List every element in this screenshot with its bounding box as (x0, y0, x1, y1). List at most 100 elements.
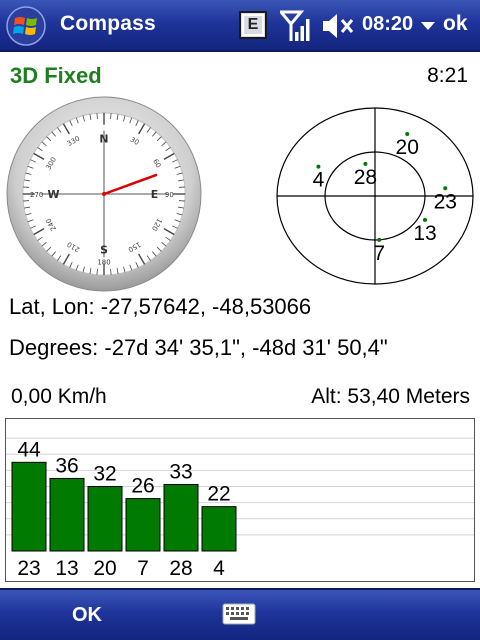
satellite-prn-label: 4 (313, 169, 325, 192)
satellite-prn-tick: 4 (213, 557, 225, 580)
compass-tick (27, 219, 34, 223)
compass-tick (116, 113, 119, 120)
skyplot-satellites: 4 28 20 23 13 7 (313, 131, 457, 265)
compass-degree-label: 60 (151, 158, 162, 170)
clock[interactable]: 08:20 (362, 13, 414, 35)
compass-tick (96, 113, 98, 120)
compass-tick (96, 268, 98, 275)
satellite-prn-tick: 20 (93, 557, 116, 580)
compass-tick (163, 152, 175, 160)
compass-degree-label: 30 (129, 136, 141, 147)
compass-tick (89, 268, 92, 275)
compass-tick (89, 113, 92, 120)
compass-tick (46, 136, 52, 142)
snr-bar (49, 477, 85, 552)
compass-ticks (22, 112, 186, 276)
compass-tick (172, 159, 178, 163)
compass-tick (135, 120, 139, 126)
edge-connection-icon[interactable]: E (239, 11, 267, 39)
compass-north-label: N (99, 133, 108, 146)
title-bar: Compass E 08:20 ok (0, 0, 480, 52)
compass-tick (46, 246, 52, 252)
altitude-readout: Alt: 53,40 Meters (311, 385, 470, 408)
compass-tick (30, 225, 36, 229)
compass-tick (25, 213, 32, 216)
snr-value-label: 26 (131, 475, 154, 498)
signal-strength-chart: 44 23 36 13 32 20 26 7 33 28 22 4 (5, 418, 475, 582)
compass-tick (41, 141, 47, 146)
compass-tick (165, 236, 171, 241)
gps-time: 8:21 (427, 64, 468, 87)
compass-tick (178, 206, 185, 209)
compass-tick (23, 186, 30, 188)
satellite-prn-label: 20 (396, 136, 419, 159)
satellite-dot (422, 217, 427, 222)
clock-dropdown-arrow-icon[interactable] (421, 22, 435, 30)
compass-tick (116, 268, 119, 275)
compass-tick (51, 251, 56, 257)
compass-tick (33, 152, 45, 160)
compass-tick (161, 242, 167, 247)
compass-tick (30, 159, 36, 163)
satellite-prn-label: 28 (354, 166, 377, 189)
degrees-readout: Degrees: -27d 34' 35,1", -48d 31' 50,4" (9, 335, 388, 360)
signal-strength-icon[interactable] (280, 10, 314, 42)
compass-tick (110, 113, 112, 120)
compass-tick (178, 186, 185, 188)
snr-bar (163, 483, 199, 552)
compass-tick (75, 117, 79, 124)
keyboard-icon[interactable] (222, 602, 256, 626)
satellite-prn-tick: 7 (137, 557, 149, 580)
compass-tick (33, 228, 45, 236)
compass-tick (25, 172, 32, 175)
compass-tick (110, 268, 112, 275)
compass-tick (23, 179, 30, 182)
snr-value-label: 33 (169, 460, 192, 483)
title-ok-button[interactable]: ok (443, 12, 468, 35)
speed-readout: 0,00 Km/h (11, 385, 107, 408)
compass-tick (176, 213, 183, 216)
ok-softkey[interactable]: OK (72, 604, 102, 626)
satellite-prn-tick: 13 (55, 557, 78, 580)
satellite-prn-label: 7 (373, 242, 385, 265)
snr-bar (201, 506, 237, 552)
compass-tick (165, 147, 171, 152)
compass-tick (82, 115, 85, 122)
lat-lon-readout: Lat, Lon: -27,57642, -48,53066 (9, 294, 312, 319)
volume-muted-icon[interactable] (321, 12, 355, 40)
compass-90-label: 90 (165, 191, 174, 199)
softkey-bar: OK (0, 588, 480, 640)
satellite-prn-label: 23 (434, 190, 457, 213)
compass-tick (41, 242, 47, 247)
compass-tick (174, 219, 181, 223)
snr-value-label: 36 (55, 454, 78, 477)
chart-bars: 44 23 36 13 32 20 26 7 33 28 22 4 (11, 438, 237, 580)
windows-start-icon[interactable] (6, 6, 46, 46)
snr-bar (11, 461, 47, 552)
compass-tick (161, 141, 167, 146)
snr-value-label: 44 (17, 438, 41, 461)
satellite-skyplot: 4 28 20 23 13 7 (276, 107, 474, 285)
compass-tick (57, 127, 62, 133)
compass-tick (152, 251, 157, 257)
compass-tick (174, 165, 181, 169)
compass-west-label: W (48, 188, 60, 201)
compass-tick (75, 264, 79, 271)
snr-value-label: 22 (207, 483, 230, 506)
satellite-dot (405, 131, 410, 136)
app-title: Compass (60, 12, 156, 35)
satellite-prn-tick: 28 (169, 557, 192, 580)
compass-pivot (102, 192, 106, 196)
satellite-dot (363, 161, 368, 166)
snr-bar (125, 498, 161, 552)
compass-tick (156, 136, 162, 142)
compass-tick (23, 200, 30, 202)
compass-tick (176, 172, 183, 175)
compass-tick (146, 127, 151, 133)
compass-tick (138, 253, 146, 265)
compass-tick (69, 120, 73, 126)
compass-tick (135, 262, 139, 268)
compass-south-label: S (100, 243, 108, 256)
compass-tick (163, 228, 175, 236)
compass-tick (123, 115, 126, 122)
